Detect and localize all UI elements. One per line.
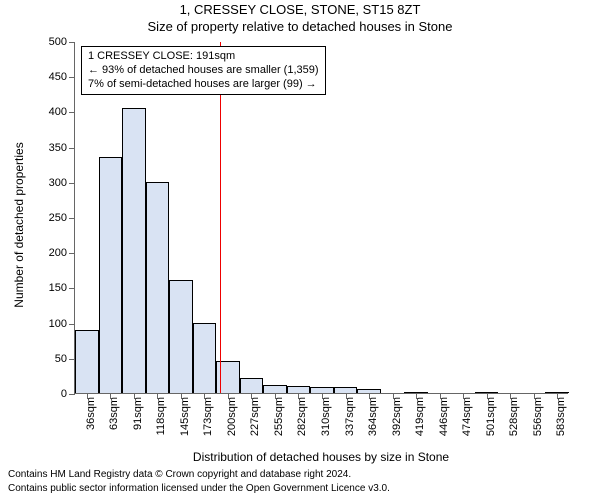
y-tick xyxy=(69,394,75,395)
y-tick-label: 450 xyxy=(33,71,67,83)
x-tick-label: 310sqm xyxy=(320,397,332,436)
y-tick-label: 200 xyxy=(33,247,67,259)
histogram-bar xyxy=(193,323,217,393)
annotation-line-1: 1 CRESSEY CLOSE: 191sqm xyxy=(88,50,319,64)
x-tick-label: 392sqm xyxy=(391,397,403,436)
x-tick-label: 419sqm xyxy=(414,397,426,436)
histogram-bar xyxy=(99,157,123,393)
histogram-bar xyxy=(287,386,311,393)
y-axis-label: Number of detached properties xyxy=(12,142,26,307)
annotation-line-3: 7% of semi-detached houses are larger (9… xyxy=(88,78,319,92)
x-tick-label: 36sqm xyxy=(85,397,97,430)
annotation-box: 1 CRESSEY CLOSE: 191sqm ← 93% of detache… xyxy=(81,46,326,95)
x-tick-label: 474sqm xyxy=(461,397,473,436)
y-tick-label: 100 xyxy=(33,318,67,330)
histogram-bar xyxy=(263,385,287,393)
y-tick xyxy=(69,77,75,78)
y-tick xyxy=(69,42,75,43)
y-tick-label: 350 xyxy=(33,142,67,154)
title-line-2: Size of property relative to detached ho… xyxy=(0,19,600,34)
title-line-1: 1, CRESSEY CLOSE, STONE, ST15 8ZT xyxy=(0,2,600,17)
footnote-1: Contains HM Land Registry data © Crown c… xyxy=(8,469,351,480)
y-tick xyxy=(69,112,75,113)
annotation-line-2: ← 93% of detached houses are smaller (1,… xyxy=(88,64,319,78)
histogram-bar xyxy=(122,108,146,393)
x-axis-label: Distribution of detached houses by size … xyxy=(74,450,568,464)
histogram-bar xyxy=(169,280,193,393)
x-tick-label: 145sqm xyxy=(179,397,191,436)
y-tick xyxy=(69,288,75,289)
x-tick-label: 63sqm xyxy=(108,397,120,430)
y-tick xyxy=(69,148,75,149)
y-tick-label: 300 xyxy=(33,177,67,189)
y-tick xyxy=(69,253,75,254)
y-tick xyxy=(69,183,75,184)
x-tick-label: 364sqm xyxy=(367,397,379,436)
x-tick-label: 337sqm xyxy=(344,397,356,436)
x-tick-label: 91sqm xyxy=(132,397,144,430)
x-tick-label: 282sqm xyxy=(296,397,308,436)
x-tick-label: 200sqm xyxy=(226,397,238,436)
histogram-bar xyxy=(240,378,264,393)
histogram-bar xyxy=(75,330,99,393)
x-tick-label: 227sqm xyxy=(249,397,261,436)
x-tick-label: 118sqm xyxy=(155,397,167,435)
y-tick-label: 250 xyxy=(33,212,67,224)
chart-container: 1, CRESSEY CLOSE, STONE, ST15 8ZT Size o… xyxy=(0,0,600,500)
y-tick-label: 500 xyxy=(33,36,67,48)
y-tick xyxy=(69,324,75,325)
plot-area: 1 CRESSEY CLOSE: 191sqm ← 93% of detache… xyxy=(74,42,568,394)
x-tick-label: 528sqm xyxy=(508,397,520,436)
x-tick-label: 556sqm xyxy=(532,397,544,436)
y-tick-label: 50 xyxy=(33,353,67,365)
y-tick-label: 400 xyxy=(33,106,67,118)
x-tick-label: 446sqm xyxy=(438,397,450,436)
x-tick-label: 255sqm xyxy=(273,397,285,436)
x-tick-label: 173sqm xyxy=(202,397,214,436)
y-tick-label: 0 xyxy=(33,388,67,400)
x-tick-label: 583sqm xyxy=(555,397,567,436)
y-tick xyxy=(69,218,75,219)
x-tick-label: 501sqm xyxy=(485,397,497,436)
footnote-2: Contains public sector information licen… xyxy=(8,483,390,494)
y-tick-label: 150 xyxy=(33,282,67,294)
histogram-bar xyxy=(146,182,170,393)
y-axis-label-wrap: Number of detached properties xyxy=(12,50,26,400)
